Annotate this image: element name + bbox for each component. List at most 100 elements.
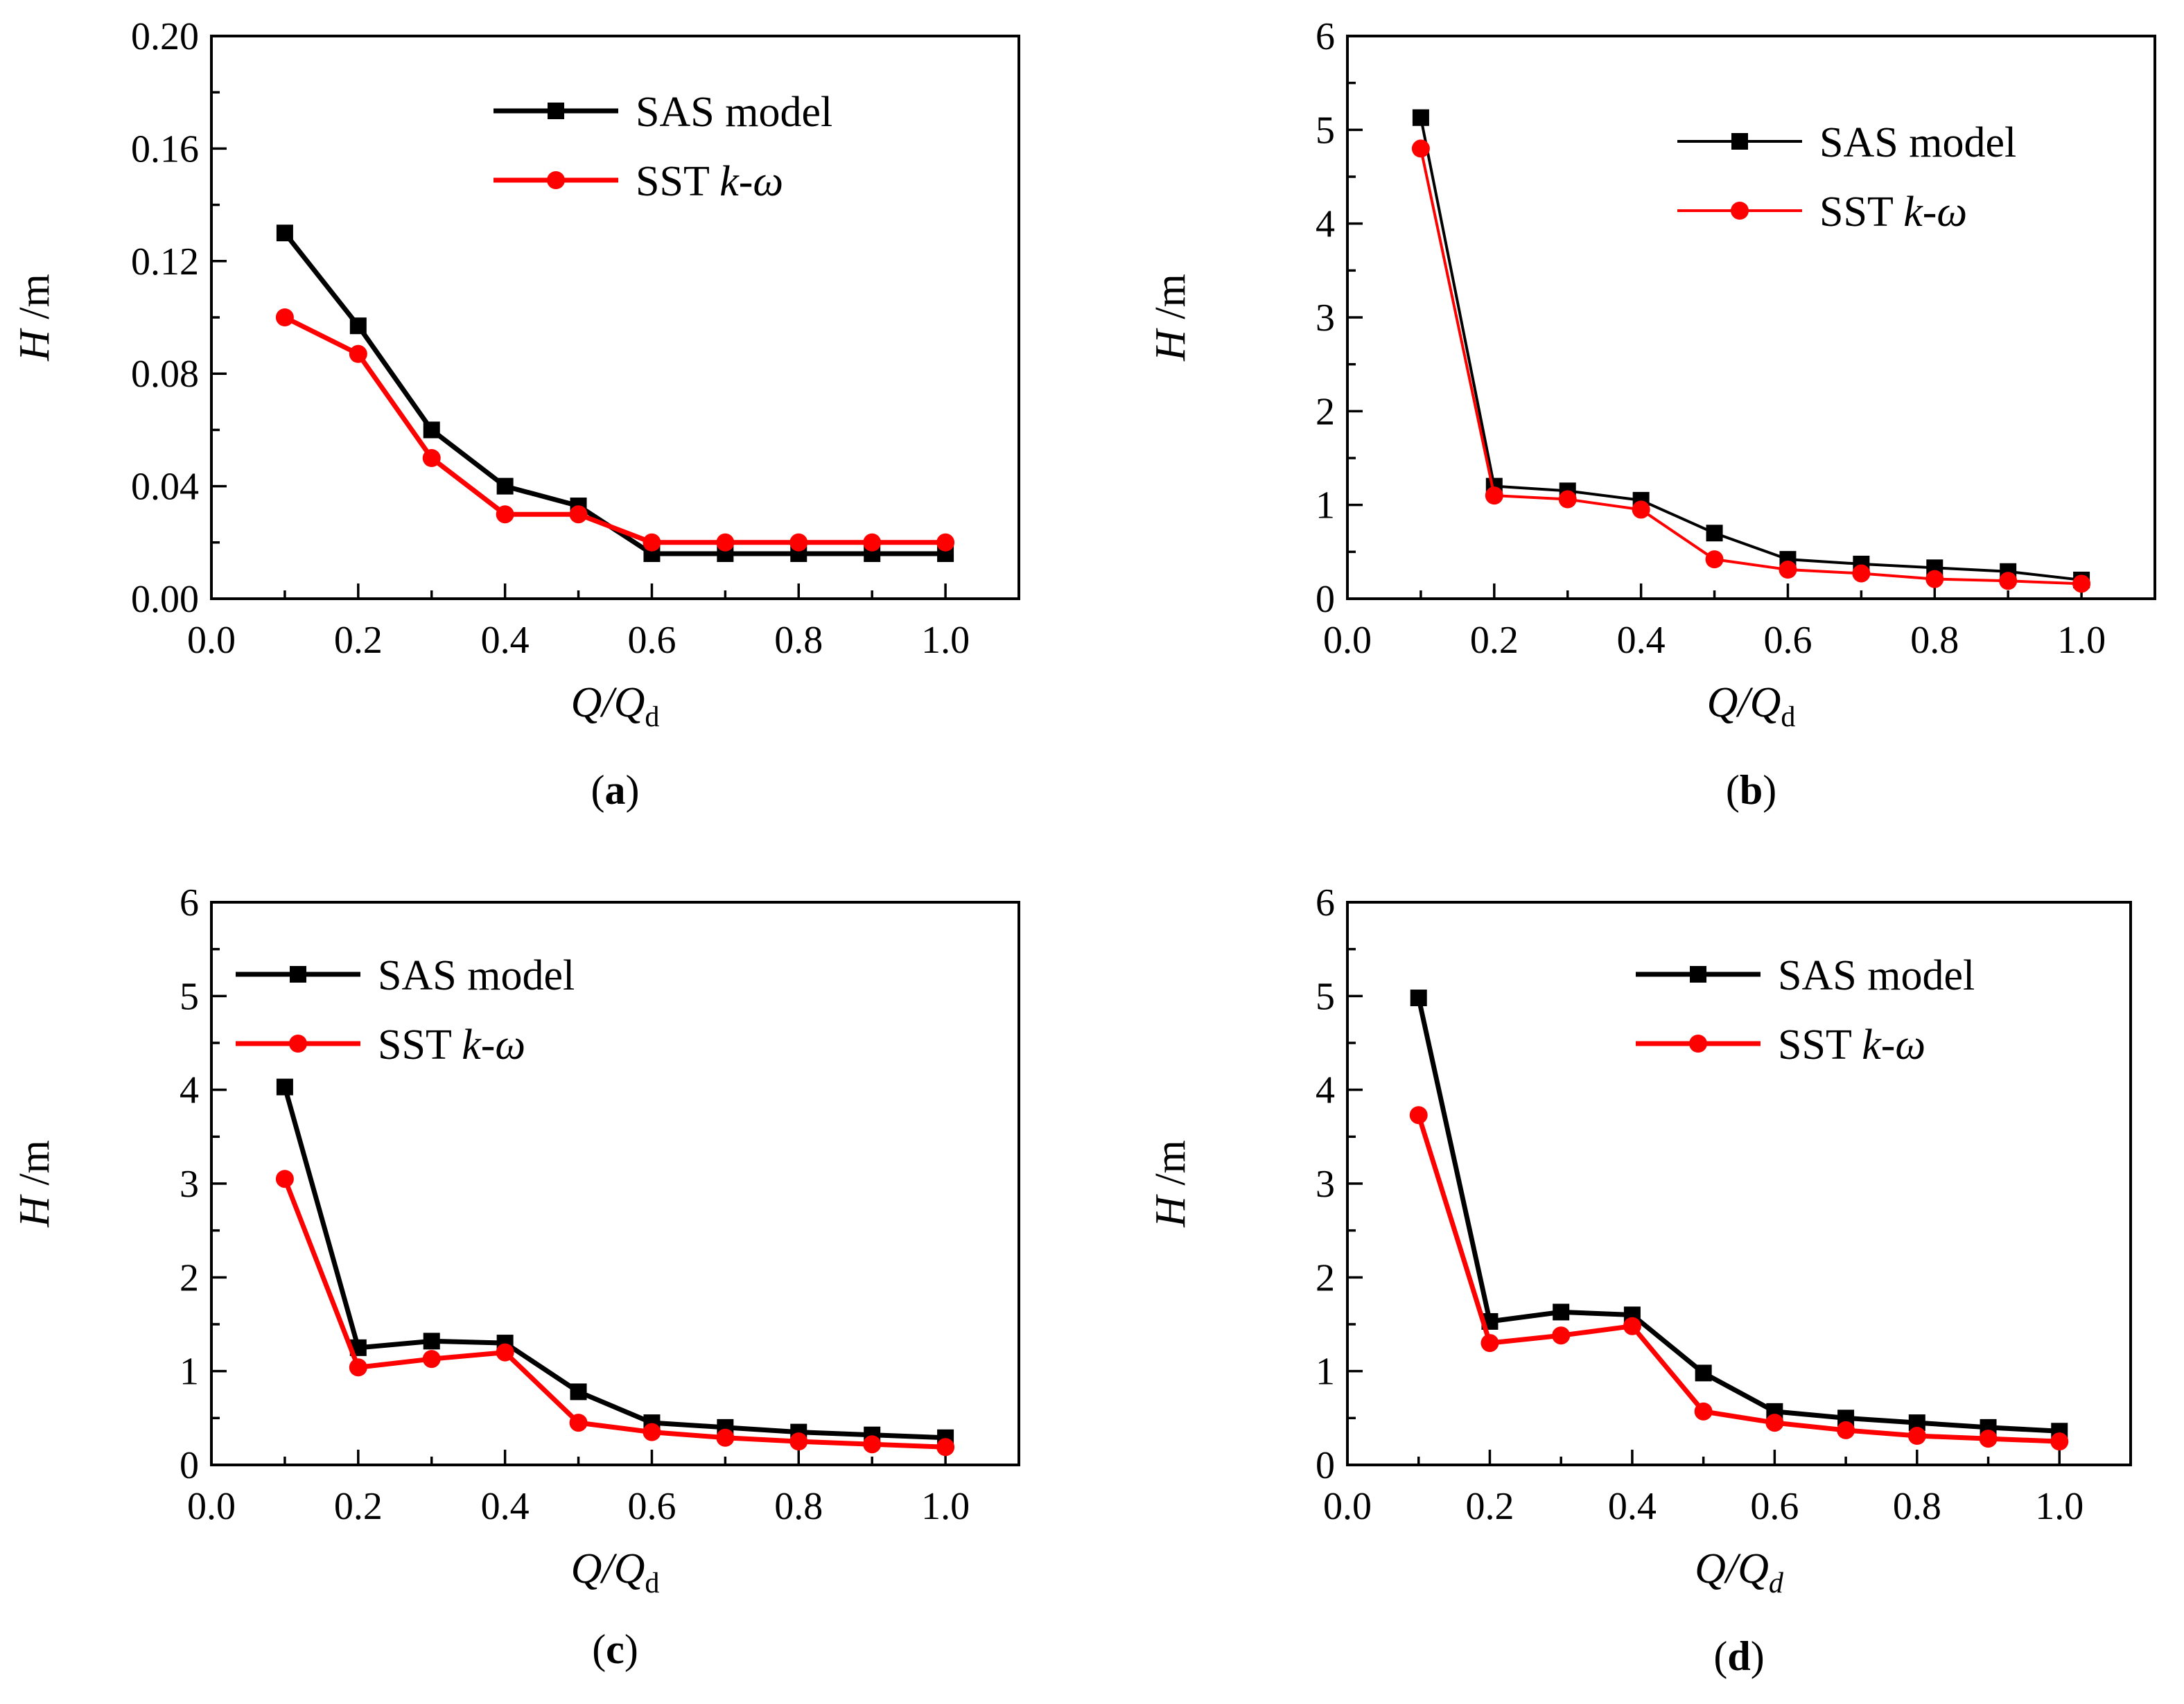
series-line <box>282 1086 946 1441</box>
y-tick-label: 6 <box>1316 15 1335 58</box>
y-tick-label: 0 <box>1316 578 1335 621</box>
x-axis-title-main: Q/Q <box>1707 679 1781 726</box>
data-point-circle <box>789 533 808 552</box>
panel-label-letter: a <box>605 767 626 813</box>
x-axis-title-main: Q/Q <box>571 679 645 726</box>
chart-panel-c: 0.0 0.2 0.4 0.6 0.8 1.0 0 1 2 3 4 5 6 Q/Qd H /m SAS mod… <box>11 881 1020 1672</box>
data-point-circle <box>1907 1427 1926 1446</box>
x-tick-label: 0.0 <box>187 1485 236 1528</box>
y-tick-label: 2 <box>180 1256 199 1299</box>
legend-marker-square <box>1731 133 1748 150</box>
y-tick-label: 0.04 <box>131 466 199 509</box>
legend-label-main: SAS model <box>1778 952 1975 999</box>
data-point-circle <box>275 1170 294 1188</box>
y-axis-title-main: H <box>1147 1194 1194 1228</box>
x-axis-title: Q/Qd <box>571 679 660 733</box>
x-axis-title-sub: d <box>1781 701 1795 733</box>
x-tick-label: 0.0 <box>1323 619 1372 662</box>
data-point-circle <box>1694 1402 1713 1421</box>
y-tick-label: 0.20 <box>131 15 199 58</box>
series-sas-model <box>276 225 954 563</box>
panel-label-close: ) <box>1763 767 1776 813</box>
y-tick-label: 4 <box>1316 1069 1335 1112</box>
data-point-circle <box>1852 564 1871 583</box>
y-axis-title: H /m <box>1147 1140 1194 1228</box>
x-tick-label: 1.0 <box>921 619 970 662</box>
x-tick-label: 0.2 <box>1465 1485 1514 1528</box>
legend-label: SAS model <box>1819 119 2016 166</box>
data-point-circle <box>1409 1106 1428 1125</box>
data-point-square <box>276 225 293 242</box>
series-sas-model <box>1412 109 2090 588</box>
legend-label: SAS model <box>1778 952 1975 999</box>
legend-marker-square <box>290 966 306 983</box>
legend-marker-square <box>1690 966 1706 983</box>
y-tick-label: 3 <box>1316 297 1335 340</box>
plot-frame <box>210 901 1020 1466</box>
y-tick-label: 6 <box>1316 881 1335 924</box>
legend: SAS model SST k-ω <box>1677 119 2016 236</box>
data-point-circle <box>1485 486 1503 505</box>
legend-label-italic: k-ω <box>1903 188 1967 236</box>
legend-label-main: SAS model <box>636 89 832 136</box>
x-tick-label: 0.4 <box>1608 1485 1657 1528</box>
y-axis-title-unit: /m <box>11 274 58 330</box>
data-point-square <box>570 1383 587 1400</box>
y-tick-label: 5 <box>180 975 199 1018</box>
data-point-square <box>1706 525 1723 542</box>
legend-label-main: SST <box>1819 188 1903 236</box>
x-axis-title-sub: d <box>1769 1567 1784 1599</box>
data-point-circle <box>496 505 514 524</box>
data-point-square <box>1553 1303 1570 1321</box>
y-tick-label: 0 <box>1316 1444 1335 1487</box>
legend-label: SAS model <box>378 952 575 999</box>
y-axis-title-unit: /m <box>1147 274 1194 330</box>
legend-label-main: SST <box>636 158 719 205</box>
data-point-circle <box>1558 490 1577 509</box>
panel-label-letter: b <box>1740 767 1763 813</box>
x-tick-label: 0.8 <box>774 1485 823 1528</box>
legend-label: SST k-ω <box>636 158 783 205</box>
x-tick-label: 1.0 <box>921 1485 970 1528</box>
x-tick-label: 0.4 <box>1617 619 1666 662</box>
data-point-circle <box>863 1435 882 1454</box>
legend-label: SST k-ω <box>1819 188 1967 236</box>
legend-marker-circle <box>289 1035 307 1053</box>
data-point-square <box>276 1078 293 1096</box>
data-point-square <box>349 317 367 335</box>
x-axis-title: Q/Qd <box>1707 679 1796 733</box>
y-tick-label: 1 <box>1316 1351 1335 1394</box>
data-point-square <box>423 1333 440 1350</box>
legend-marker-circle <box>547 171 565 189</box>
legend: SAS model SST k-ω <box>1636 952 1975 1069</box>
x-axis-title-sub: d <box>645 1567 659 1599</box>
series-sst-k-omega <box>275 308 955 552</box>
y-tick-label: 0 <box>180 1444 199 1487</box>
data-point-circle <box>1999 572 2018 590</box>
y-axis-title: H /m <box>11 1140 58 1228</box>
panel-label-close: ) <box>624 1626 638 1672</box>
x-tick-label: 0.0 <box>187 619 236 662</box>
y-tick-label: 0.08 <box>131 353 199 396</box>
legend-marker-circle <box>1689 1035 1707 1053</box>
data-point-circle <box>496 1343 514 1362</box>
data-point-circle <box>1979 1430 1998 1448</box>
y-tick-label: 2 <box>1316 390 1335 433</box>
legend-marker-circle <box>1731 202 1749 220</box>
series-line <box>283 315 946 545</box>
legend-label-main: SAS model <box>1819 119 2016 166</box>
y-tick-label: 1 <box>180 1351 199 1394</box>
y-tick-label: 5 <box>1316 975 1335 1018</box>
panel-label-close: ) <box>626 767 640 813</box>
series-sst-k-omega <box>1409 1106 2069 1451</box>
x-tick-label: 0.4 <box>481 1485 530 1528</box>
data-point-circle <box>716 533 735 552</box>
data-point-circle <box>1552 1326 1571 1345</box>
legend-label-main: SAS model <box>378 952 575 999</box>
data-point-circle <box>1411 139 1430 158</box>
data-point-circle <box>1480 1334 1499 1353</box>
data-point-circle <box>863 533 882 552</box>
data-point-circle <box>789 1432 808 1451</box>
y-tick-label: 0.16 <box>131 128 199 170</box>
data-point-circle <box>936 533 955 552</box>
